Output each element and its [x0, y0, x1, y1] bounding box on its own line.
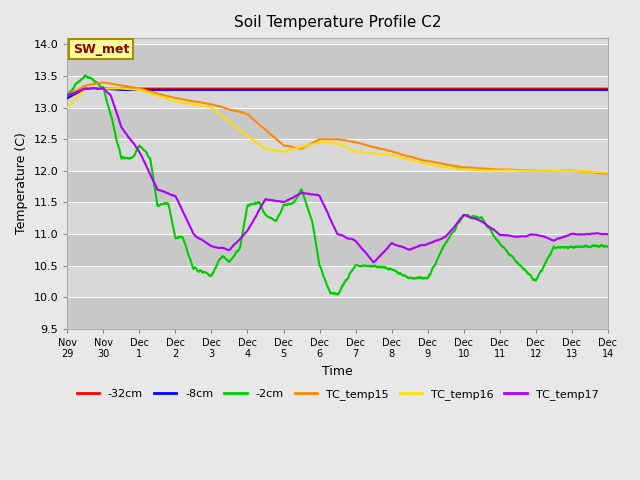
Line: -2cm: -2cm	[67, 75, 608, 295]
TC_temp15	[314, 137, 322, 143]
-8cm	[81, 86, 89, 92]
Line: -32cm: -32cm	[67, 89, 608, 95]
-8cm	[314, 87, 322, 93]
TC_temp17	[305, 191, 312, 197]
Text: SW_met: SW_met	[73, 43, 129, 56]
TC_temp16	[305, 142, 312, 148]
TC_temp17	[127, 138, 135, 144]
TC_temp15	[604, 171, 612, 177]
TC_temp16	[314, 140, 322, 145]
-2cm	[81, 72, 89, 78]
Title: Soil Temperature Profile C2: Soil Temperature Profile C2	[234, 15, 442, 30]
Bar	[67, 76, 608, 108]
-32cm	[127, 86, 135, 92]
Bar	[67, 203, 608, 234]
TC_temp17	[604, 231, 612, 237]
TC_temp16	[106, 85, 113, 91]
-2cm	[293, 195, 301, 201]
TC_temp15	[106, 81, 113, 86]
TC_temp15	[293, 145, 301, 151]
Line: TC_temp16: TC_temp16	[67, 88, 608, 173]
Line: TC_temp15: TC_temp15	[67, 83, 608, 174]
-32cm	[63, 92, 71, 98]
Line: -8cm: -8cm	[67, 89, 608, 98]
Bar	[67, 139, 608, 171]
TC_temp17	[314, 192, 322, 198]
TC_temp16	[111, 85, 119, 91]
-8cm	[604, 87, 612, 93]
TC_temp15	[305, 143, 312, 148]
TC_temp15	[63, 92, 71, 98]
-8cm	[305, 87, 312, 93]
TC_temp17	[106, 91, 113, 97]
TC_temp16	[63, 105, 71, 110]
-2cm	[305, 207, 312, 213]
-8cm	[371, 87, 379, 93]
-2cm	[604, 244, 612, 250]
Bar	[67, 265, 608, 297]
Legend: -32cm, -8cm, -2cm, TC_temp15, TC_temp16, TC_temp17: -32cm, -8cm, -2cm, TC_temp15, TC_temp16,…	[72, 384, 603, 405]
-8cm	[106, 86, 113, 92]
-8cm	[63, 95, 71, 101]
TC_temp16	[127, 86, 135, 92]
-8cm	[127, 87, 135, 93]
X-axis label: Time: Time	[322, 365, 353, 378]
Bar	[67, 108, 608, 139]
Line: TC_temp17: TC_temp17	[67, 88, 608, 262]
-2cm	[127, 155, 135, 160]
Bar	[67, 234, 608, 265]
Bar	[67, 171, 608, 203]
TC_temp17	[63, 92, 71, 98]
-2cm	[372, 264, 380, 269]
TC_temp17	[372, 258, 380, 264]
-2cm	[106, 108, 113, 114]
-32cm	[305, 86, 312, 92]
TC_temp15	[371, 144, 379, 150]
Bar	[67, 45, 608, 76]
-2cm	[63, 93, 71, 99]
TC_temp17	[293, 192, 301, 198]
-2cm	[314, 253, 322, 259]
-32cm	[106, 86, 113, 92]
TC_temp15	[127, 84, 135, 90]
-32cm	[604, 86, 612, 92]
-2cm	[334, 292, 342, 298]
TC_temp17	[90, 85, 97, 91]
-8cm	[293, 87, 301, 93]
-32cm	[81, 86, 89, 92]
TC_temp15	[100, 80, 108, 85]
TC_temp16	[371, 151, 379, 156]
TC_temp17	[370, 259, 378, 265]
TC_temp16	[604, 170, 612, 176]
TC_temp16	[293, 145, 301, 151]
-32cm	[314, 86, 322, 92]
-32cm	[371, 86, 379, 92]
Bar	[67, 297, 608, 329]
-32cm	[293, 86, 301, 92]
Y-axis label: Temperature (C): Temperature (C)	[15, 132, 28, 234]
